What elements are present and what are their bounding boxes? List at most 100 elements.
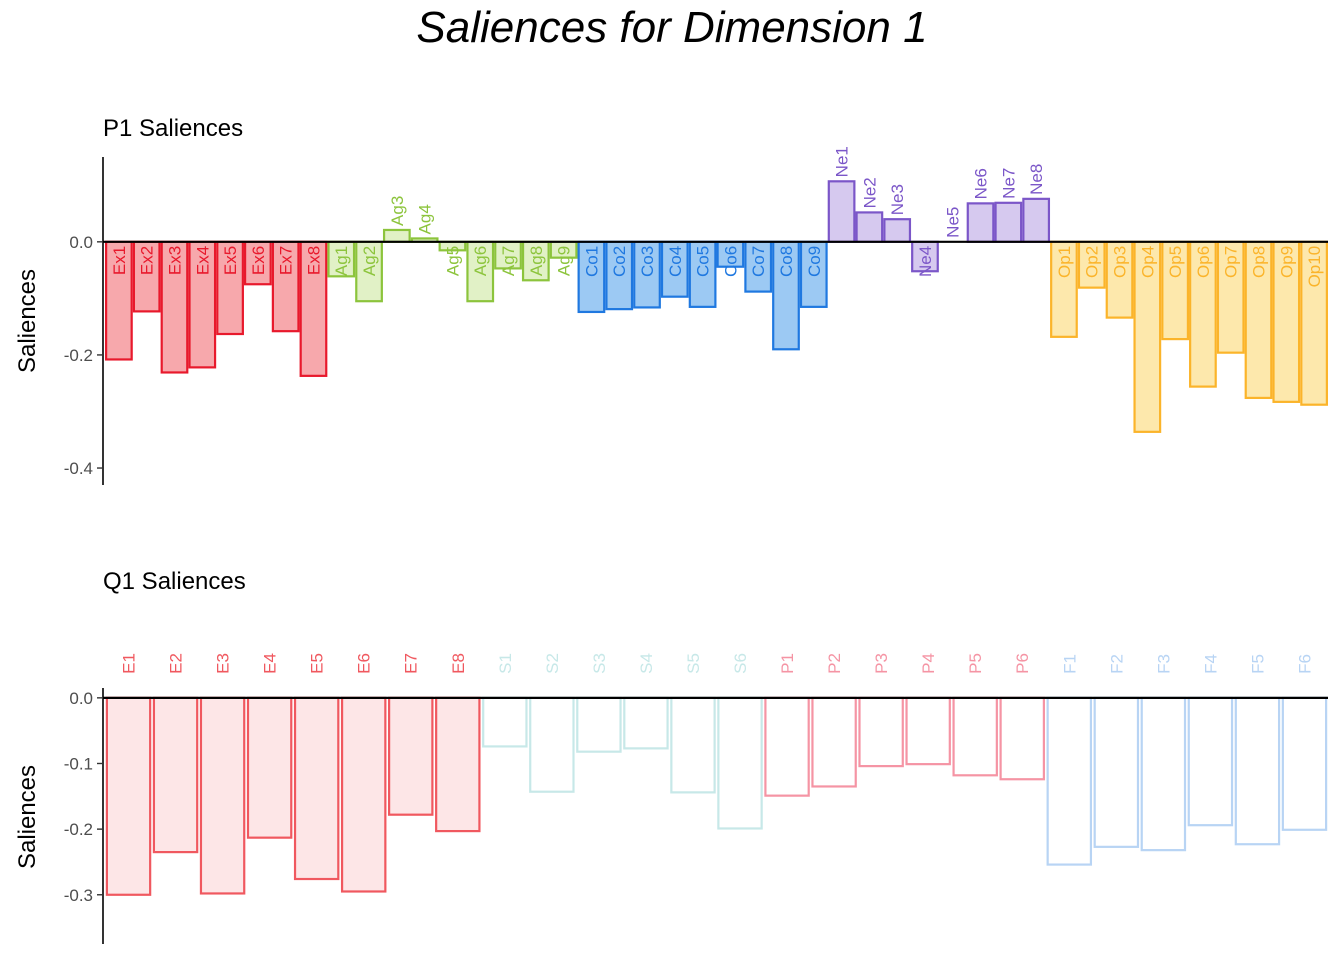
q1-category-label: E4 xyxy=(261,653,280,674)
q1-y-tick-label: 0.0 xyxy=(69,689,93,708)
p1-y-tick-label: 0.0 xyxy=(69,233,93,252)
p1-bar-ex4 xyxy=(188,240,217,369)
q1-category-label: P1 xyxy=(778,653,797,674)
p1-bar-ex5 xyxy=(216,240,244,336)
p1-category-label: Ex3 xyxy=(165,246,184,275)
p1-category-label: Ex5 xyxy=(221,246,240,275)
p1-y-tick-label: -0.2 xyxy=(64,346,93,365)
q1-y-tick-label: -0.2 xyxy=(64,820,93,839)
p1-bar-ex7 xyxy=(271,240,300,333)
p1-bar-ne1 xyxy=(827,180,856,243)
p1-category-label: Co6 xyxy=(721,246,740,277)
q1-category-label: E3 xyxy=(214,653,233,674)
p1-category-label: Ne1 xyxy=(833,146,852,177)
p1-bar-ag3 xyxy=(382,228,411,243)
q1-bar-f5 xyxy=(1234,696,1281,846)
p1-category-label: Op8 xyxy=(1250,246,1269,278)
p1-bar-co1 xyxy=(577,240,606,314)
p1-category-label: Ex8 xyxy=(304,246,323,275)
q1-category-label: P4 xyxy=(919,653,938,674)
q1-category-label: E8 xyxy=(449,653,468,674)
p1-y-tick-label: -0.4 xyxy=(64,459,93,478)
p1-bar-ne8 xyxy=(1022,197,1051,243)
q1-bar-e3 xyxy=(199,696,246,895)
p1-category-label: Ne2 xyxy=(860,177,879,208)
p1-bar-ex2 xyxy=(132,240,161,313)
p1-category-label: Ex2 xyxy=(138,246,157,275)
p1-bar-op5 xyxy=(1161,240,1190,341)
q1-bar-s4 xyxy=(623,696,669,750)
p1-category-label: Ex1 xyxy=(110,246,129,275)
q1-category-label: F3 xyxy=(1154,654,1173,674)
p1-bar-op8 xyxy=(1244,240,1273,400)
q1-bar-e2 xyxy=(152,696,199,854)
q1-category-label: S4 xyxy=(637,653,656,674)
q1-bar-e5 xyxy=(293,696,340,881)
p1-category-label: Ne5 xyxy=(944,207,963,238)
p1-category-label: Ne7 xyxy=(999,168,1018,199)
p1-category-label: Op10 xyxy=(1305,246,1324,288)
q1-category-label: F5 xyxy=(1248,654,1267,674)
q1-bar-p5 xyxy=(952,696,998,777)
p1-category-label: Ag4 xyxy=(416,204,435,234)
chart-title: Saliences for Dimension 1 xyxy=(416,3,927,52)
p1-category-label: Ag9 xyxy=(555,246,574,276)
p1-category-label: Op9 xyxy=(1277,246,1296,278)
p1-category-label: Op3 xyxy=(1111,246,1130,278)
p1-category-label: Ne8 xyxy=(1027,164,1046,195)
q1-category-label: P6 xyxy=(1013,653,1032,674)
q1-category-label: S6 xyxy=(731,653,750,674)
p1-category-label: Op6 xyxy=(1194,246,1213,278)
p1-category-label: Ex6 xyxy=(249,246,268,275)
p1-bar-co5 xyxy=(688,240,717,308)
p1-bar-op1 xyxy=(1050,240,1078,338)
q1-bar-e6 xyxy=(340,696,387,893)
p1-category-label: Op2 xyxy=(1083,246,1102,278)
p1-category-label: Ag7 xyxy=(499,246,518,276)
p1-category-label: Co4 xyxy=(666,246,685,277)
q1-bar-p1 xyxy=(764,696,810,797)
q1-bar-e8 xyxy=(435,696,481,833)
p1-category-label: Op7 xyxy=(1222,246,1241,278)
p1-bar-ex8 xyxy=(299,240,328,377)
q1-category-label: E2 xyxy=(167,653,186,674)
q1-saliences-panel: Q1 Saliences Saliences 0.0 -0.1 -0.2 -0.3 E1… xyxy=(14,568,1328,944)
p1-category-label: Co2 xyxy=(610,246,629,277)
p1-category-label: Ag6 xyxy=(471,246,490,276)
q1-category-label: P3 xyxy=(872,653,891,674)
q1-bar-s1 xyxy=(482,696,528,748)
p1-category-label: Ag5 xyxy=(443,246,462,276)
q1-bar-f2 xyxy=(1093,696,1140,848)
p1-bar-ne6 xyxy=(966,202,995,243)
q1-category-label: E7 xyxy=(402,653,421,674)
q1-bar-s2 xyxy=(529,696,575,793)
q1-category-label: E5 xyxy=(308,653,327,674)
p1-bar-co7 xyxy=(744,240,773,293)
q1-bar-s3 xyxy=(576,696,622,753)
p1-category-label: Op1 xyxy=(1055,246,1074,278)
q1-y-tick-label: -0.1 xyxy=(64,754,93,773)
p1-bar-ag1 xyxy=(327,240,356,278)
q1-bar-f4 xyxy=(1187,696,1234,827)
p1-bar-ag6 xyxy=(466,240,495,303)
q1-category-label: F1 xyxy=(1060,654,1079,674)
p1-category-label: Co1 xyxy=(582,246,601,277)
p1-category-label: Co9 xyxy=(805,246,824,277)
q1-bar-s6 xyxy=(717,696,763,830)
p1-y-axis-label: Saliences xyxy=(14,269,41,373)
p1-bar-ne7 xyxy=(994,201,1023,243)
q1-bar-p6 xyxy=(999,696,1045,781)
q1-bar-e7 xyxy=(388,696,434,816)
p1-panel-title: P1 Saliences xyxy=(103,115,243,142)
p1-bar-ne3 xyxy=(883,218,912,243)
q1-bar-p4 xyxy=(905,696,951,766)
q1-bar-s5 xyxy=(670,696,716,794)
p1-bar-co9 xyxy=(799,240,828,308)
p1-bar-ag7 xyxy=(494,240,522,270)
q1-category-label: S2 xyxy=(543,653,562,674)
q1-category-label: P5 xyxy=(966,653,985,674)
q1-category-label: F2 xyxy=(1107,654,1126,674)
p1-category-label: Co3 xyxy=(638,246,657,277)
p1-category-label: Co8 xyxy=(777,246,796,277)
